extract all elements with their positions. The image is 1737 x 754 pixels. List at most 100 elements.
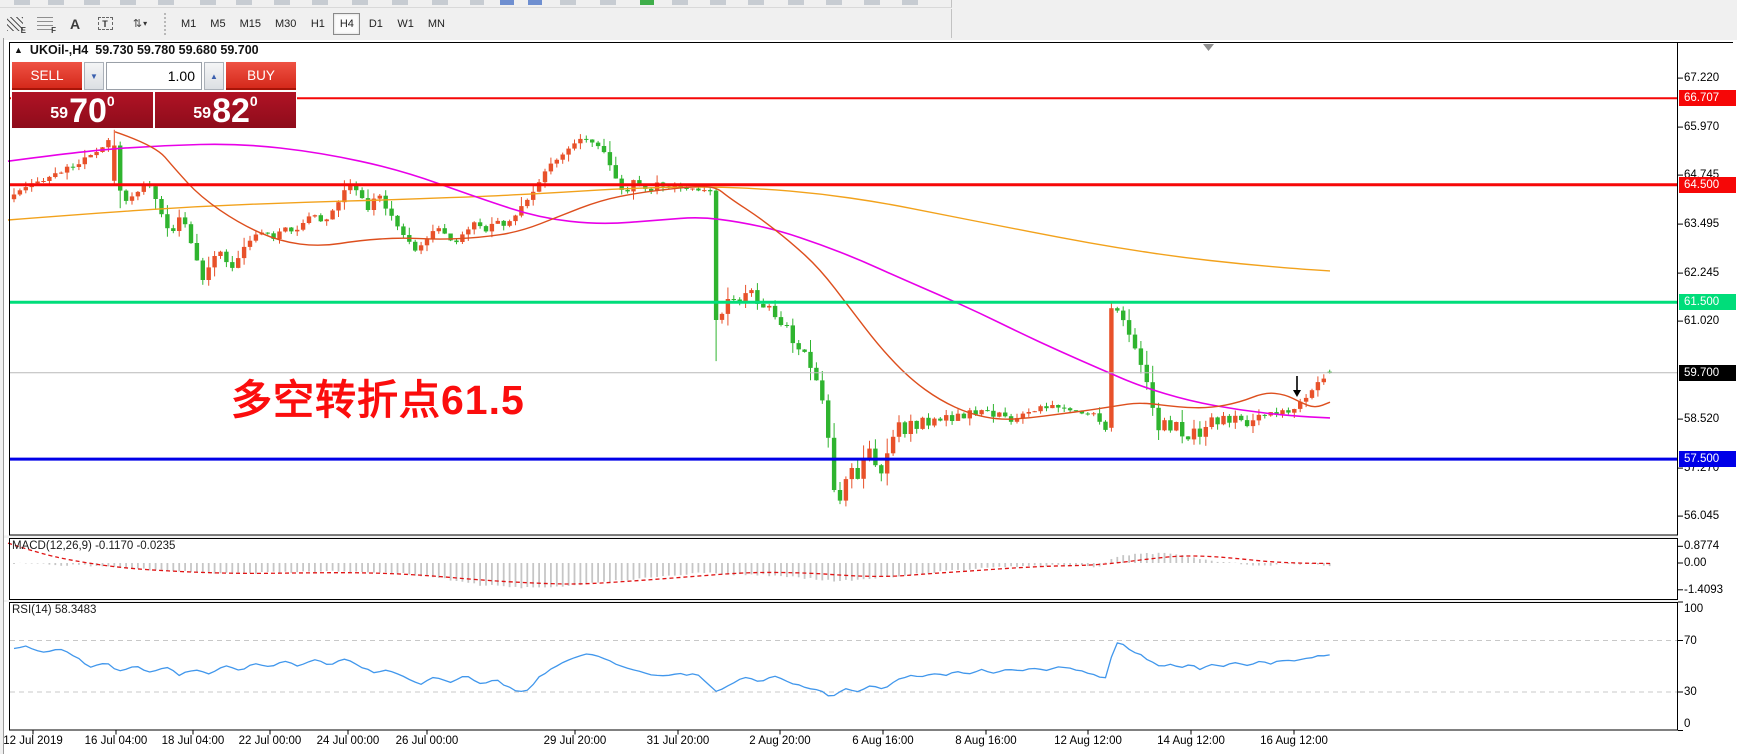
- annotation-text: 多空转折点61.5: [231, 377, 525, 423]
- cut-toolbar-icon: [352, 0, 368, 5]
- cut-toolbar-icon: [470, 0, 484, 5]
- cut-toolbar-icon: [120, 0, 136, 5]
- cut-toolbar-icon: [14, 0, 30, 5]
- top-toolbar-strip: [0, 0, 952, 8]
- price-tick-label: 58.520: [1684, 413, 1720, 426]
- cut-toolbar-icon: [236, 0, 252, 5]
- time-label: 29 Jul 20:00: [543, 735, 607, 747]
- time-label: 24 Jul 00:00: [316, 735, 380, 747]
- cut-toolbar-icon: [528, 0, 542, 5]
- indicator-tick-label: 70: [1684, 634, 1697, 647]
- price-badge: 57.500: [1679, 451, 1736, 468]
- arrows-glyph: ⇅: [132, 18, 142, 30]
- cursor-arrow-icon: [1293, 376, 1301, 397]
- tf-button-h4[interactable]: H4: [333, 12, 361, 35]
- sell-price-small: 59: [50, 105, 69, 122]
- cut-toolbar-icon: [560, 0, 576, 5]
- tf-button-h1[interactable]: H1: [310, 17, 325, 30]
- cut-toolbar-icon: [710, 0, 726, 5]
- indicator-tick-label: 100: [1684, 603, 1704, 615]
- price-tick-label: 56.045: [1684, 510, 1720, 523]
- cut-toolbar-icon: [600, 0, 616, 5]
- volume-input[interactable]: [106, 62, 202, 90]
- tool-badge: F: [51, 25, 56, 35]
- hatch-glyph: [7, 16, 23, 31]
- cut-toolbar-icon: [864, 0, 880, 5]
- cut-toolbar-icon: [640, 0, 654, 5]
- cut-toolbar-icon: [158, 0, 174, 5]
- tf-button-m15[interactable]: M15: [239, 17, 261, 30]
- text-icon[interactable]: A: [61, 12, 89, 36]
- volume-stepper-down[interactable]: ▼: [84, 62, 104, 90]
- indicator-tick-label: 0: [1684, 717, 1691, 730]
- cut-toolbar-icon: [902, 0, 918, 5]
- cut-toolbar-icon: [200, 0, 216, 5]
- time-label: 12 Aug 12:00: [1054, 735, 1122, 747]
- text-label-glyph: T: [97, 17, 113, 30]
- cut-toolbar-icon: [826, 0, 842, 5]
- rsi-label: RSI(14) 58.3483: [12, 604, 97, 616]
- time-label: 31 Jul 20:00: [646, 735, 710, 747]
- tf-button-w1[interactable]: W1: [397, 17, 414, 30]
- cut-toolbar-icon: [672, 0, 688, 5]
- sell-price-sup: 0: [106, 93, 115, 109]
- equidistant-channel-icon[interactable]: E: [1, 12, 29, 36]
- time-label: 16 Aug 12:00: [1260, 735, 1328, 747]
- cut-toolbar-icon: [48, 0, 64, 5]
- timeframe-toolbar: M1 M5 M15 M30 H1 H4 D1 W1 MN: [174, 12, 452, 35]
- time-label: 26 Jul 00:00: [395, 735, 459, 747]
- price-tick-label: 62.245: [1684, 267, 1720, 280]
- tf-button-m5[interactable]: M5: [210, 17, 226, 30]
- tool-badge: E: [20, 25, 26, 35]
- cut-toolbar-icon: [788, 0, 804, 5]
- macd-label: MACD(12,26,9) -0.1170 -0.0235: [12, 540, 176, 552]
- price-tick-label: 61.020: [1684, 315, 1720, 328]
- indicator-tick-label: -1.4093: [1684, 583, 1724, 596]
- price-badge: 61.500: [1679, 294, 1736, 311]
- toolbar-separator: [164, 12, 170, 35]
- buy-price-big: 82: [212, 92, 250, 130]
- sell-price[interactable]: 59 70 0: [12, 92, 153, 128]
- cut-toolbar-icon: [274, 0, 290, 5]
- buy-price-sup: 0: [249, 93, 258, 109]
- time-label: 22 Jul 00:00: [238, 735, 302, 747]
- chart-title: ▲ UKOil-,H4 59.730 59.780 59.680 59.700: [14, 43, 259, 57]
- time-label: 18 Jul 04:00: [161, 735, 225, 747]
- time-label: 12 Jul 2019: [3, 735, 63, 747]
- collapse-arrow-icon[interactable]: ▲: [14, 45, 23, 55]
- tf-button-mn[interactable]: MN: [427, 17, 445, 30]
- buy-button[interactable]: BUY: [226, 62, 296, 90]
- sell-price-big: 70: [69, 92, 107, 130]
- chart-shift-icon: [1203, 44, 1214, 51]
- tf-button-m1[interactable]: M1: [181, 17, 197, 30]
- indicator-tick-label: 30: [1684, 685, 1697, 698]
- volume-stepper-up[interactable]: ▲: [204, 62, 224, 90]
- text-label-icon[interactable]: T: [91, 12, 119, 36]
- tf-button-d1[interactable]: D1: [368, 17, 383, 30]
- text-glyph: A: [69, 15, 81, 32]
- sell-button[interactable]: SELL: [12, 62, 82, 90]
- fibonacci-icon[interactable]: F: [31, 12, 59, 36]
- ohlc-values: 59.730 59.780 59.680 59.700: [95, 43, 259, 57]
- time-label: 14 Aug 12:00: [1157, 735, 1225, 747]
- cut-toolbar-icon: [392, 0, 408, 5]
- cut-toolbar-icon: [500, 0, 514, 5]
- cut-toolbar-icon: [748, 0, 764, 5]
- price-tick-label: 63.495: [1684, 218, 1720, 231]
- buy-price[interactable]: 59 82 0: [155, 92, 296, 128]
- indicator-tick-label: 0.00: [1684, 557, 1707, 569]
- time-label: 8 Aug 16:00: [955, 735, 1017, 747]
- cut-toolbar-icon: [312, 0, 328, 5]
- time-label: 6 Aug 16:00: [852, 735, 914, 747]
- time-label: 16 Jul 04:00: [84, 735, 148, 747]
- arrows-icon[interactable]: ⇅ ▾: [121, 12, 159, 36]
- cut-toolbar-icon: [84, 0, 100, 5]
- toolbar: E F A T ⇅ ▾ M1 M5 M15 M30 H1 H4 D1 W1 MN: [0, 9, 952, 38]
- one-click-trading-widget: SELL ▼ ▲ BUY 59 70 0 59 82 0: [11, 61, 297, 129]
- symbol-period: UKOil-,H4: [29, 43, 89, 57]
- price-badge: 64.500: [1679, 176, 1736, 193]
- tf-button-m30[interactable]: M30: [274, 17, 297, 30]
- cut-toolbar-icon: [432, 0, 448, 5]
- price-tick-label: 65.970: [1684, 121, 1720, 134]
- price-badge: 59.700: [1679, 364, 1736, 381]
